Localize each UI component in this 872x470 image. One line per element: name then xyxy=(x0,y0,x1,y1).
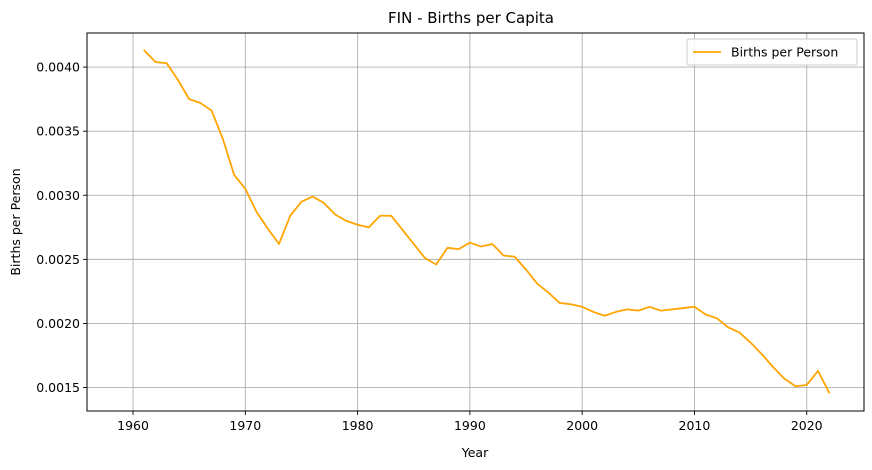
x-tick-label: 1980 xyxy=(342,418,374,433)
x-tick-label: 2000 xyxy=(566,418,598,433)
x-axis: 1960 1970 1980 1990 2000 2010 2020 xyxy=(117,411,823,433)
x-tick-label: 1960 xyxy=(117,418,149,433)
series-line xyxy=(143,49,831,394)
x-tick-label: 1990 xyxy=(454,418,486,433)
legend-label: Births per Person xyxy=(731,45,838,60)
y-tick-label: 0.0030 xyxy=(36,188,80,203)
y-axis: 0.0015 0.0020 0.0025 0.0030 0.0035 0.0040 xyxy=(36,60,87,395)
y-tick-label: 0.0020 xyxy=(36,316,80,331)
x-tick-label: 1970 xyxy=(229,418,261,433)
series-layer xyxy=(143,49,831,394)
chart-title: FIN - Births per Capita xyxy=(388,9,554,27)
plot-frame xyxy=(86,32,865,412)
legend: Births per Person xyxy=(686,38,858,66)
legend-box xyxy=(686,38,858,66)
y-axis-title: Births per Person xyxy=(8,168,23,275)
x-tick-label: 2010 xyxy=(679,418,711,433)
y-tick-label: 0.0035 xyxy=(36,124,80,139)
y-tick-label: 0.0025 xyxy=(36,252,80,267)
y-tick-label: 0.0040 xyxy=(36,60,80,75)
y-tick-label: 0.0015 xyxy=(36,380,80,395)
x-tick-label: 2020 xyxy=(791,418,823,433)
grid xyxy=(87,33,864,411)
x-axis-title: Year xyxy=(461,445,489,460)
